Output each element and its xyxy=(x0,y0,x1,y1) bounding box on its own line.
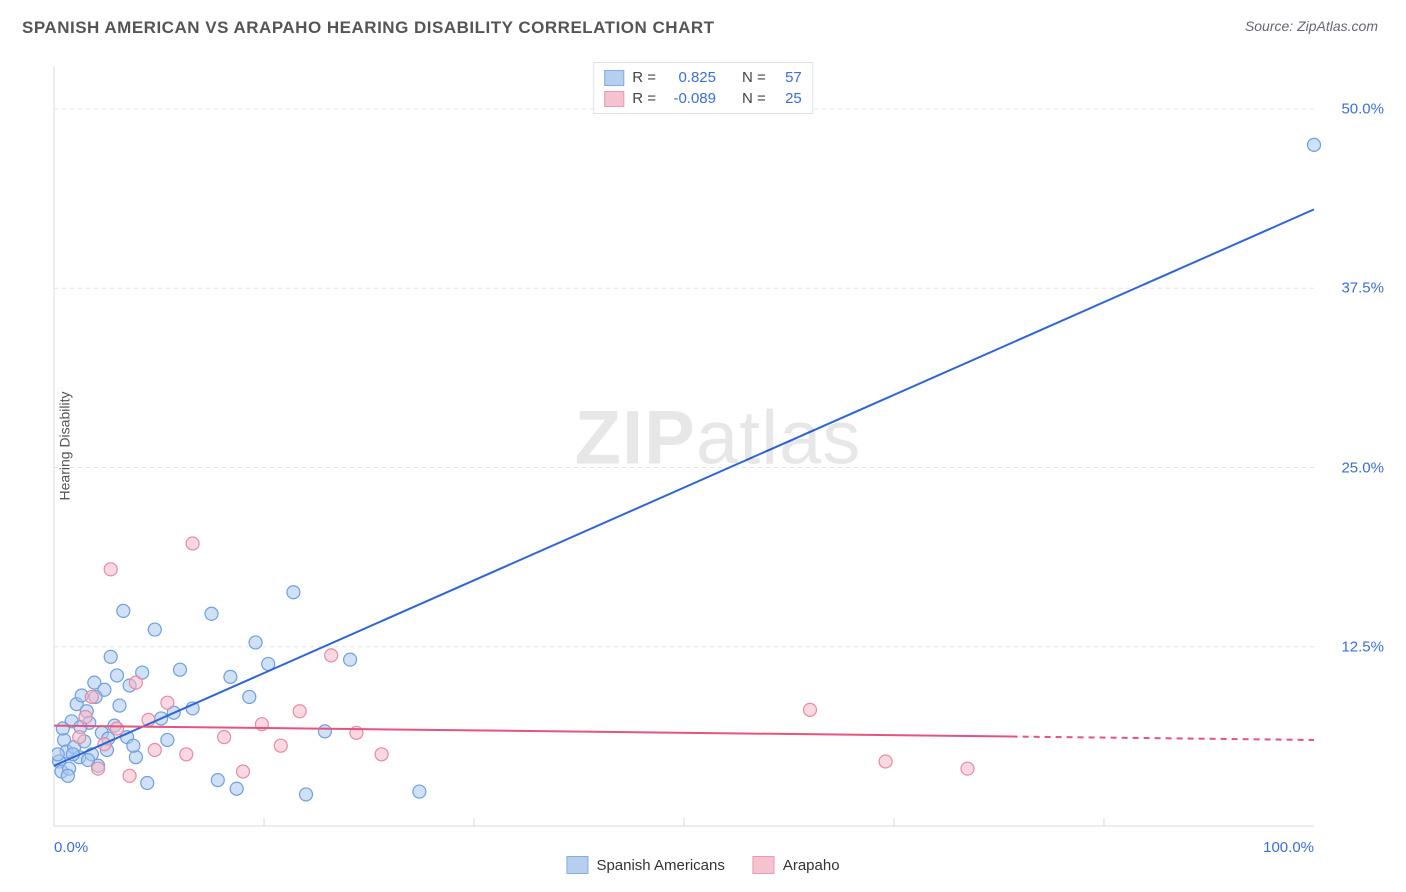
x-tick-label: 0.0% xyxy=(54,839,88,856)
y-tick-label: 50.0% xyxy=(1341,101,1384,118)
legend-n-label: N = xyxy=(742,88,766,109)
legend-row: R = -0.089 N = 25 xyxy=(604,88,802,109)
y-tick-label: 12.5% xyxy=(1341,638,1384,655)
x-tick-label: 100.0% xyxy=(1263,839,1314,856)
legend-n-value: 57 xyxy=(774,67,802,88)
legend-swatch xyxy=(566,856,588,874)
legend-row: R = 0.825 N = 57 xyxy=(604,67,802,88)
legend-item: Spanish Americans xyxy=(566,856,724,874)
legend-series-label: Arapaho xyxy=(783,857,840,874)
legend-swatch xyxy=(604,91,624,107)
legend-r-value: -0.089 xyxy=(664,88,716,109)
source-attribution: Source: ZipAtlas.com xyxy=(1245,18,1378,34)
scatter-chart-svg xyxy=(52,60,1384,832)
plot-area: ZIPatlas 12.5%25.0%37.5%50.0%0.0%100.0% xyxy=(52,60,1384,832)
legend-n-value: 25 xyxy=(774,88,802,109)
legend-item: Arapaho xyxy=(753,856,840,874)
y-tick-label: 37.5% xyxy=(1341,280,1384,297)
legend-series-label: Spanish Americans xyxy=(596,857,724,874)
legend-swatch xyxy=(753,856,775,874)
series-legend: Spanish Americans Arapaho xyxy=(566,856,839,874)
legend-r-value: 0.825 xyxy=(664,67,716,88)
legend-swatch xyxy=(604,70,624,86)
chart-title: SPANISH AMERICAN VS ARAPAHO HEARING DISA… xyxy=(22,18,715,38)
legend-n-label: N = xyxy=(742,67,766,88)
legend-r-label: R = xyxy=(632,67,656,88)
correlation-legend: R = 0.825 N = 57 R = -0.089 N = 25 xyxy=(593,62,813,114)
y-tick-label: 25.0% xyxy=(1341,459,1384,476)
legend-r-label: R = xyxy=(632,88,656,109)
